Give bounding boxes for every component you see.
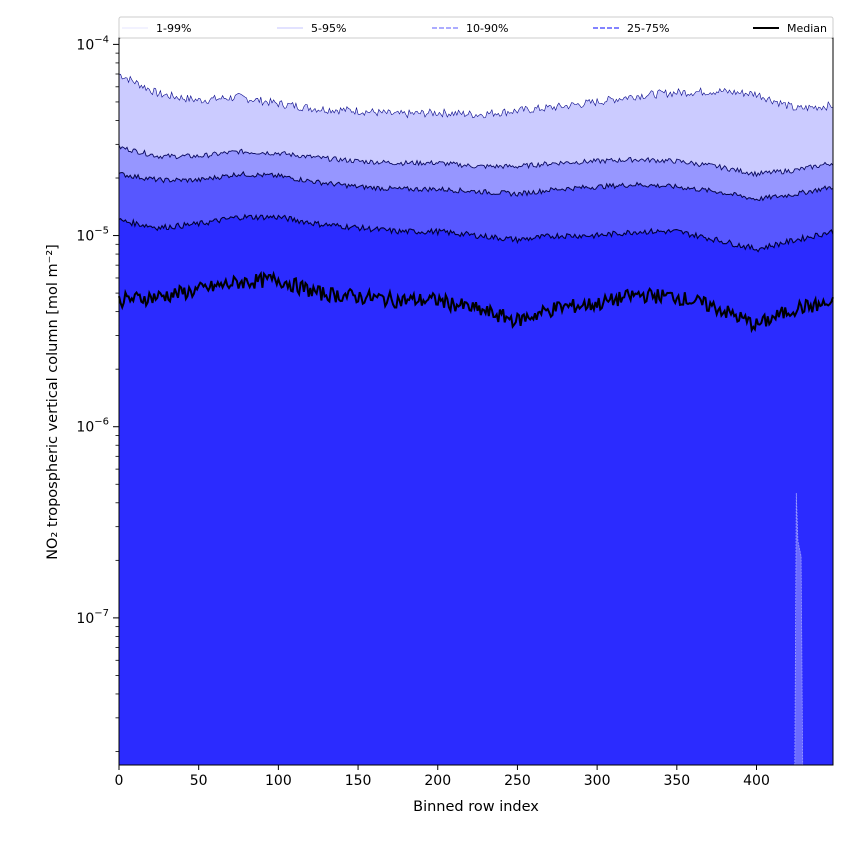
x-tick-label-200: 200 <box>424 773 451 789</box>
y-tick-label: 10−5 <box>76 226 109 245</box>
legend-label: 1-99% <box>156 22 191 35</box>
x-tick-label-250: 250 <box>504 773 531 789</box>
legend-label: 5-95% <box>311 22 346 35</box>
x-axis-label: Binned row index <box>413 799 539 815</box>
low-value-spike <box>794 492 804 766</box>
x-tick-label-300: 300 <box>584 773 611 789</box>
y-axis: 10−7 10−6 10−5 10−4 <box>76 34 119 752</box>
legend-label: 25-75% <box>627 22 669 35</box>
legend-label: 10-90% <box>466 22 508 35</box>
y-tick-label: 10−6 <box>76 417 109 436</box>
x-tick-label-50: 50 <box>190 773 208 789</box>
x-axis: 0 50 100 150 200 250 300 350 400 <box>115 765 770 789</box>
x-tick-label-350: 350 <box>663 773 690 789</box>
series-95th-line <box>118 144 834 178</box>
series-75th-line <box>118 213 834 253</box>
x-tick-label-150: 150 <box>345 773 372 789</box>
x-tick-label-400: 400 <box>743 773 770 789</box>
legend-label: Median <box>787 22 827 35</box>
x-tick-label-0: 0 <box>115 773 124 789</box>
plot-area <box>118 73 834 766</box>
y-axis-label: NO₂ tropospheric vertical column [mol m⁻… <box>45 244 61 560</box>
legend: 1-99% 5-95% 10-90% 25-75% Median <box>118 16 834 39</box>
median-line <box>118 270 834 334</box>
y-tick-label: 10−4 <box>76 34 109 53</box>
legend-frame <box>118 16 834 39</box>
series-99th-line <box>118 73 834 119</box>
band-75-fill <box>119 214 833 765</box>
x-tick-label-100: 100 <box>265 773 292 789</box>
y-tick-label: 10−7 <box>76 608 109 627</box>
series-90th-line <box>118 170 834 202</box>
